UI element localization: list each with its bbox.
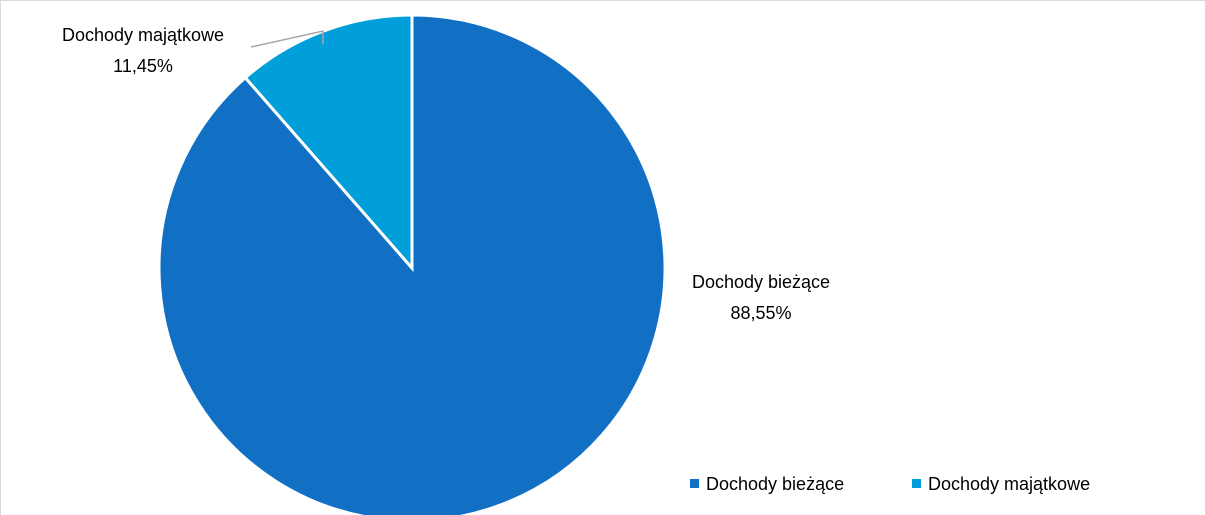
data-label-category-dochody-biezace: Dochody bieżące xyxy=(692,272,830,292)
legend: Dochody bieżące Dochody majątkowe xyxy=(690,474,1090,494)
legend-swatch-dochody-majatkowe xyxy=(912,479,921,488)
legend-label-dochody-biezace: Dochody bieżące xyxy=(706,474,844,494)
legend-label-dochody-majatkowe: Dochody majątkowe xyxy=(928,474,1090,494)
data-label-category-dochody-majatkowe: Dochody majątkowe xyxy=(62,25,224,45)
legend-item-dochody-biezace: Dochody bieżące xyxy=(690,474,844,494)
data-label-value-dochody-biezace: 88,55% xyxy=(730,303,791,323)
data-label-value-dochody-majatkowe: 11,45% xyxy=(113,56,173,76)
data-labels: Dochody bieżące 88,55% Dochody majątkowe 11… xyxy=(62,25,830,323)
legend-swatch-dochody-biezace xyxy=(690,479,699,488)
leader-line-dochody-majatkowe xyxy=(250,30,324,48)
pie-slices xyxy=(157,13,667,515)
legend-item-dochody-majatkowe: Dochody majątkowe xyxy=(912,474,1090,494)
